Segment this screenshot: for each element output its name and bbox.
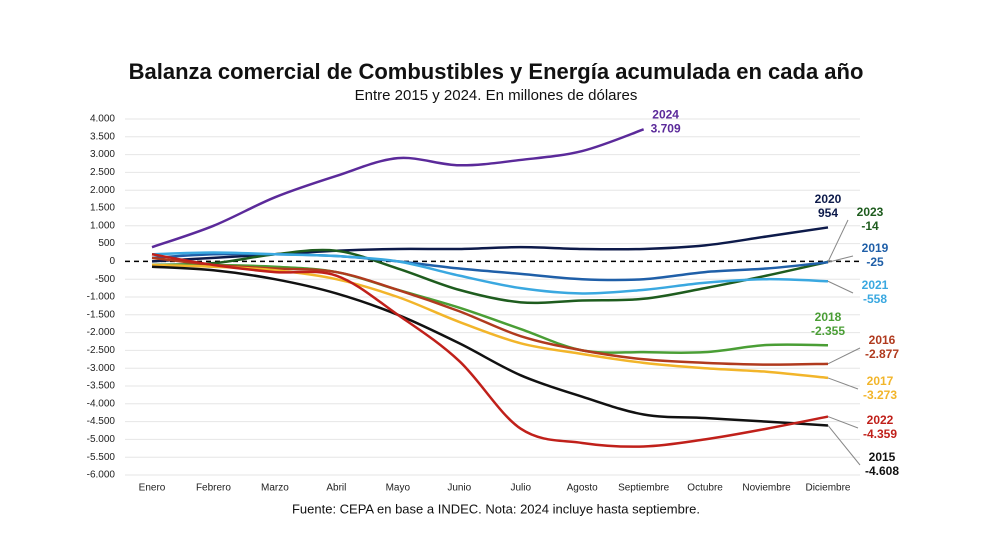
series-name-label: 2024 — [652, 108, 679, 122]
y-tick-label: -4.000 — [87, 398, 116, 409]
series-name-label: 2021 — [862, 278, 889, 292]
y-tick-label: 1.500 — [90, 203, 115, 214]
y-tick-label: -500 — [95, 274, 115, 285]
series-line — [151, 251, 829, 295]
y-tick-label: 2.000 — [90, 185, 115, 196]
y-tick-label: 0 — [109, 256, 115, 267]
y-tick-label: -5.000 — [87, 434, 116, 445]
value-label: -2.877 — [865, 347, 899, 361]
value-label: -14 — [861, 219, 879, 233]
y-tick-label: -3.000 — [87, 363, 116, 374]
value-label: -2.355 — [811, 324, 845, 338]
x-tick-label: Diciembre — [805, 483, 850, 494]
x-tick-label: Marzo — [261, 483, 289, 494]
y-tick-label: 4.000 — [90, 114, 115, 125]
series-line — [151, 263, 829, 380]
value-label: -3.273 — [863, 388, 897, 402]
series-line — [151, 256, 829, 366]
series-line — [151, 265, 829, 427]
series-line — [151, 253, 829, 448]
y-tick-label: 500 — [98, 238, 115, 249]
series-name-label: 2022 — [867, 413, 894, 427]
series-line — [151, 263, 829, 355]
value-label: 3.709 — [651, 122, 681, 136]
value-label: -558 — [863, 292, 887, 306]
x-tick-label: Enero — [139, 483, 166, 494]
series-name-label: 2019 — [862, 241, 889, 255]
source-note: Fuente: CEPA en base a INDEC. Nota: 2024… — [292, 501, 700, 516]
chart-title: Balanza comercial de Combustibles y Ener… — [129, 59, 864, 84]
x-tick-label: Junio — [447, 483, 471, 494]
leader-line — [827, 219, 849, 263]
x-tick-label: Febrero — [196, 483, 231, 494]
leader-line — [827, 347, 861, 365]
y-tick-label: 1.000 — [90, 220, 115, 231]
value-label: -4.359 — [863, 427, 897, 441]
x-tick-label: Noviembre — [742, 483, 791, 494]
chart-subtitle: Entre 2015 y 2024. En millones de dólare… — [355, 87, 638, 104]
value-label: 954 — [818, 206, 838, 220]
series-name-label: 2023 — [857, 205, 884, 219]
value-label: -4.608 — [865, 464, 899, 478]
series-name-label: 2016 — [869, 333, 896, 347]
x-tick-label: Julio — [510, 483, 531, 494]
x-tick-label: Septiembre — [618, 483, 670, 494]
x-tick-label: Mayo — [386, 483, 411, 494]
y-tick-label: -2.500 — [87, 345, 116, 356]
leader-line — [827, 280, 854, 294]
y-tick-label: -3.500 — [87, 381, 116, 392]
series-name-label: 2017 — [867, 374, 894, 388]
y-tick-label: -6.000 — [87, 470, 116, 481]
y-tick-label: 2.500 — [90, 167, 115, 178]
x-tick-label: Agosto — [567, 483, 599, 494]
y-tick-label: -5.500 — [87, 452, 116, 463]
leader-line — [827, 377, 859, 390]
leader-line — [827, 425, 861, 466]
y-tick-label: -2.000 — [87, 327, 116, 338]
leader-line — [827, 416, 859, 429]
series-name-label: 2015 — [869, 450, 896, 464]
y-tick-label: 3.500 — [90, 131, 115, 142]
y-tick-label: -1.500 — [87, 309, 116, 320]
y-tick-label: -4.500 — [87, 416, 116, 427]
y-tick-label: -1.000 — [87, 292, 116, 303]
series-line — [151, 128, 645, 249]
leader-line — [827, 255, 854, 263]
y-tick-label: 3.000 — [90, 149, 115, 160]
x-tick-label: Abril — [326, 483, 346, 494]
x-tick-label: Octubre — [687, 483, 723, 494]
series-name-label: 2018 — [815, 310, 842, 324]
series-name-label: 2020 — [815, 192, 842, 206]
value-label: -25 — [866, 255, 884, 269]
